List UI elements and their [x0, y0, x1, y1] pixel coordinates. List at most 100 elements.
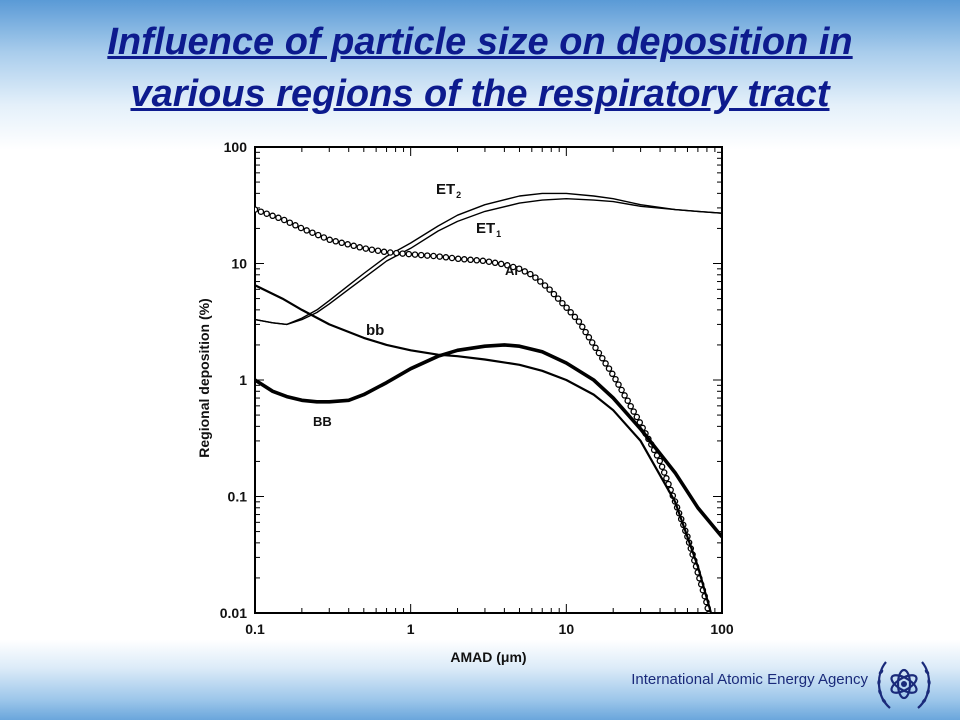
- slide-title-line-2: various regions of the respiratory tract: [130, 73, 830, 115]
- y-tick-label: 1: [239, 372, 247, 388]
- series-line-BB: [255, 343, 722, 539]
- data-point: [356, 244, 363, 251]
- data-point: [559, 299, 566, 307]
- data-point: [442, 254, 450, 261]
- data-point: [575, 318, 583, 325]
- data-point: [275, 214, 282, 222]
- data-point: [362, 245, 370, 252]
- data-point: [424, 252, 431, 259]
- data-point: [309, 229, 316, 236]
- data-point: [467, 256, 474, 264]
- data-point: [579, 323, 586, 331]
- data-point: [541, 282, 549, 289]
- data-point: [332, 238, 339, 245]
- series-label-subscript: 1: [496, 229, 501, 239]
- data-point: [303, 227, 310, 234]
- data-point: [454, 255, 462, 263]
- series-label-AI: AI: [505, 263, 518, 278]
- data-point: [567, 309, 574, 316]
- data-point: [263, 210, 270, 217]
- data-point: [618, 386, 625, 394]
- data-point: [448, 254, 456, 262]
- data-point: [509, 263, 517, 271]
- data-point: [537, 278, 544, 285]
- data-point: [269, 212, 276, 220]
- data-point: [473, 257, 480, 264]
- footer-band: [0, 640, 960, 720]
- x-axis-label: AMAD (μm): [450, 649, 526, 665]
- x-tick-label: 1: [407, 621, 415, 637]
- data-point: [515, 265, 523, 272]
- y-tick-label: 0.1: [228, 489, 248, 505]
- series-label-ET2: ET2: [436, 181, 461, 200]
- data-point: [630, 408, 637, 415]
- data-point: [592, 344, 599, 352]
- data-point: [712, 642, 717, 647]
- series-label-bb: bb: [366, 322, 384, 339]
- data-point: [532, 274, 539, 281]
- data-point: [461, 256, 468, 263]
- data-point: [338, 239, 345, 247]
- data-point: [504, 262, 511, 269]
- y-tick-label: 0.01: [220, 605, 247, 621]
- data-point: [656, 457, 664, 465]
- data-point: [393, 249, 400, 257]
- data-point: [627, 402, 634, 410]
- organization-name: International Atomic Energy Agency: [631, 671, 868, 688]
- data-point: [663, 475, 670, 482]
- data-point: [417, 251, 425, 259]
- atom-laurel-logo-icon: [877, 661, 931, 709]
- data-point: [615, 381, 622, 388]
- data-point: [485, 258, 493, 265]
- data-point: [624, 397, 631, 404]
- data-point: [550, 290, 558, 298]
- data-point: [430, 252, 437, 260]
- data-point: [344, 241, 351, 248]
- header-band: [0, 0, 960, 150]
- series-label-BB: BB: [313, 414, 332, 429]
- y-axis-label: Regional deposition (%): [196, 298, 212, 457]
- slide-title-line-1: Influence of particle size on deposition…: [107, 21, 853, 63]
- data-point: [609, 370, 616, 378]
- data-point: [405, 250, 413, 258]
- series-line-bb: [255, 284, 713, 613]
- data-point: [350, 242, 357, 250]
- data-point: [636, 419, 644, 426]
- data-point: [633, 413, 641, 421]
- data-point: [368, 246, 376, 253]
- data-point: [374, 247, 382, 254]
- data-point: [554, 295, 562, 302]
- data-point: [602, 360, 609, 367]
- data-point: [660, 469, 668, 476]
- data-point: [546, 286, 553, 293]
- data-point: [658, 463, 666, 470]
- series-line-ET1: [255, 198, 722, 326]
- series-label-subscript: 2: [456, 190, 461, 200]
- slide-title: Influence of particle size on deposition…: [20, 16, 940, 120]
- data-point: [599, 354, 606, 362]
- data-point: [582, 328, 589, 336]
- data-point: [595, 349, 603, 357]
- data-point: [297, 224, 305, 232]
- y-tick-label: 10: [231, 256, 247, 272]
- series-group: [255, 192, 722, 647]
- data-point: [399, 250, 406, 257]
- data-point: [497, 260, 505, 268]
- data-point: [588, 339, 596, 346]
- data-point: [585, 334, 593, 341]
- data-point: [320, 234, 328, 241]
- data-point: [387, 249, 394, 256]
- x-tick-label: 10: [559, 621, 575, 637]
- data-point: [436, 253, 443, 260]
- data-point: [479, 257, 487, 265]
- data-point: [621, 392, 628, 399]
- data-point: [612, 375, 619, 383]
- data-point: [314, 231, 322, 239]
- x-tick-label: 100: [710, 621, 734, 637]
- data-point: [255, 206, 259, 213]
- data-point: [521, 268, 529, 275]
- data-point: [571, 313, 579, 321]
- plot-frame: [254, 146, 723, 614]
- data-point: [380, 248, 388, 256]
